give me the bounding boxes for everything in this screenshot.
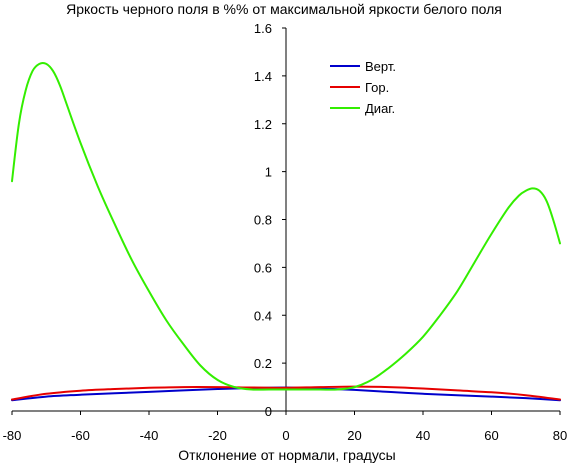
x-tick-label: -80 bbox=[3, 428, 22, 443]
y-tick-label: 1.4 bbox=[254, 69, 272, 84]
x-tick-label: 0 bbox=[282, 428, 289, 443]
legend-label-hor: Гор. bbox=[365, 80, 389, 95]
y-tick-label: 0.4 bbox=[254, 308, 272, 323]
chart-title: Яркость черного поля в %% от максимально… bbox=[66, 1, 502, 17]
axes: 0 0.2 0.4 0.6 0.8 1 1.2 1.4 1.6 -80 -60 -40 -20 0 20 40… bbox=[3, 21, 568, 443]
x-tick-label: 80 bbox=[553, 428, 567, 443]
series-group bbox=[11, 62, 561, 402]
x-tick-label: -40 bbox=[140, 428, 159, 443]
y-tick-label: 1 bbox=[265, 165, 272, 180]
x-tick-label: 40 bbox=[416, 428, 430, 443]
legend: Верт. Гор. Диаг. bbox=[330, 59, 396, 116]
y-tick-label: 0 bbox=[265, 404, 272, 419]
y-tick-label: 0.6 bbox=[254, 260, 272, 275]
series-line-diag bbox=[11, 62, 561, 391]
y-tick-label: 1.6 bbox=[254, 21, 272, 36]
legend-label-diag: Диаг. bbox=[365, 101, 395, 116]
y-tick-label: 0.2 bbox=[254, 356, 272, 371]
legend-label-vert: Верт. bbox=[365, 59, 396, 74]
x-tick-label: -20 bbox=[208, 428, 227, 443]
y-tick-label: 0.8 bbox=[254, 213, 272, 228]
x-tick-label: 60 bbox=[484, 428, 498, 443]
x-tick-label: 20 bbox=[347, 428, 361, 443]
series-line-hor bbox=[11, 385, 561, 401]
y-tick-label: 1.2 bbox=[254, 117, 272, 132]
x-tick-label: -60 bbox=[71, 428, 90, 443]
x-axis-label: Отклонение от нормали, градусы bbox=[178, 447, 395, 463]
